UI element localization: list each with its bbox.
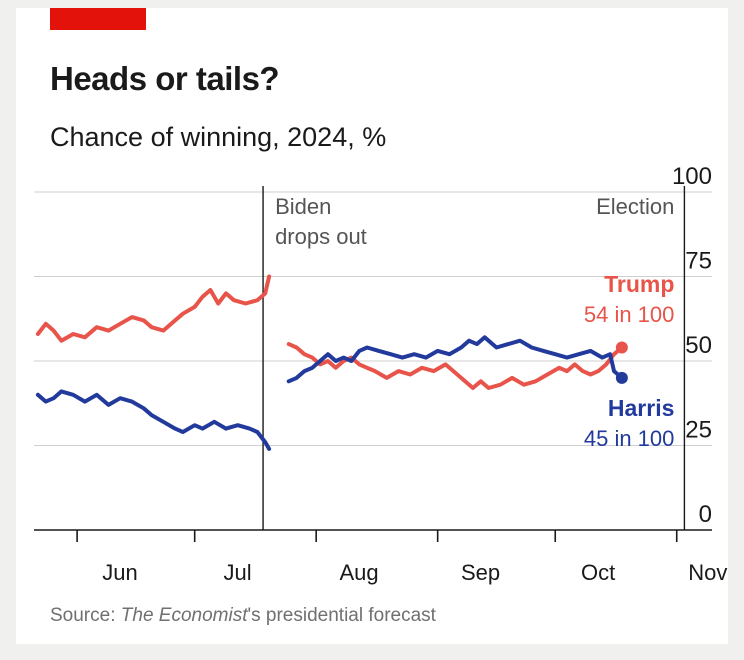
source-publication: The Economist (120, 605, 248, 626)
x-tick-label-jun: Jun (102, 560, 137, 585)
y-tick-label-75: 75 (685, 248, 712, 275)
x-tick-label-oct: Oct (581, 560, 615, 585)
trump-endpoint-marker (615, 341, 628, 354)
harris-line-segment-1 (286, 335, 624, 384)
y-tick-label-100: 100 (672, 163, 712, 190)
harris-line-segment-0 (35, 389, 272, 451)
x-tick-label-nov: Nov (688, 560, 727, 585)
harris-endpoint-marker (615, 371, 628, 384)
chart-card: Heads or tails? Chance of winning, 2024,… (16, 8, 728, 644)
chart-subtitle: Chance of winning, 2024, % (50, 122, 387, 152)
chart-title: Heads or tails? (50, 60, 280, 97)
trump-label-value: 54 in 100 (584, 302, 675, 327)
y-tick-label-0: 0 (699, 501, 712, 528)
y-tick-label-25: 25 (685, 417, 712, 444)
x-tick-label-sep: Sep (461, 560, 500, 585)
brand-accent-bar (50, 8, 146, 30)
x-tick-label-aug: Aug (339, 560, 378, 585)
source-prefix: Source: (50, 605, 121, 626)
x-tick-label-jul: Jul (223, 560, 251, 585)
source-suffix: 's presidential forecast (247, 605, 436, 626)
annotation-biden-line-1: drops out (275, 224, 367, 249)
annotation-biden-line-0: Biden (275, 194, 331, 219)
annotation-election-line-0: Election (596, 194, 674, 219)
trump-line-segment-1 (286, 342, 624, 390)
trump-label-name: Trump (604, 271, 674, 297)
trump-line-segment-0 (35, 274, 272, 343)
harris-label-value: 45 in 100 (584, 426, 675, 451)
source-note: Source: The Economist's presidential for… (50, 605, 436, 627)
harris-label-name: Harris (608, 395, 674, 421)
y-tick-label-50: 50 (685, 332, 712, 359)
